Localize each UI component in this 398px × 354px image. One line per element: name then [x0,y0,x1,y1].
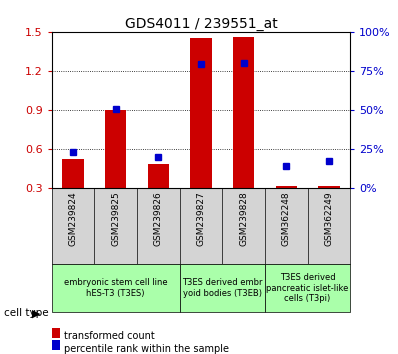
Text: percentile rank within the sample: percentile rank within the sample [64,344,230,354]
Text: embryonic stem cell line
hES-T3 (T3ES): embryonic stem cell line hES-T3 (T3ES) [64,278,168,298]
Text: ▶: ▶ [32,308,40,318]
Text: GSM362248: GSM362248 [282,192,291,246]
Bar [179,264,265,312]
Bar [233,37,254,188]
Text: T3ES derived
pancreatic islet-like
cells (T3pi): T3ES derived pancreatic islet-like cells… [266,273,349,303]
Text: T3ES derived embr
yoid bodies (T3EB): T3ES derived embr yoid bodies (T3EB) [182,278,263,298]
Bar [275,186,297,188]
Text: GSM239826: GSM239826 [154,192,163,246]
Text: GSM239825: GSM239825 [111,192,120,246]
Text: GSM239827: GSM239827 [197,192,205,246]
Text: GSM362249: GSM362249 [324,192,334,246]
Bar [265,264,350,312]
Title: GDS4011 / 239551_at: GDS4011 / 239551_at [125,17,277,31]
Text: transformed count: transformed count [64,331,155,341]
Bar [190,38,212,188]
Bar [148,164,169,188]
Bar [52,264,179,312]
Bar [62,159,84,188]
Text: GSM239824: GSM239824 [68,192,78,246]
Text: GSM239828: GSM239828 [239,192,248,246]
Text: cell type: cell type [4,308,49,318]
Bar [105,110,127,188]
Bar [318,186,339,188]
